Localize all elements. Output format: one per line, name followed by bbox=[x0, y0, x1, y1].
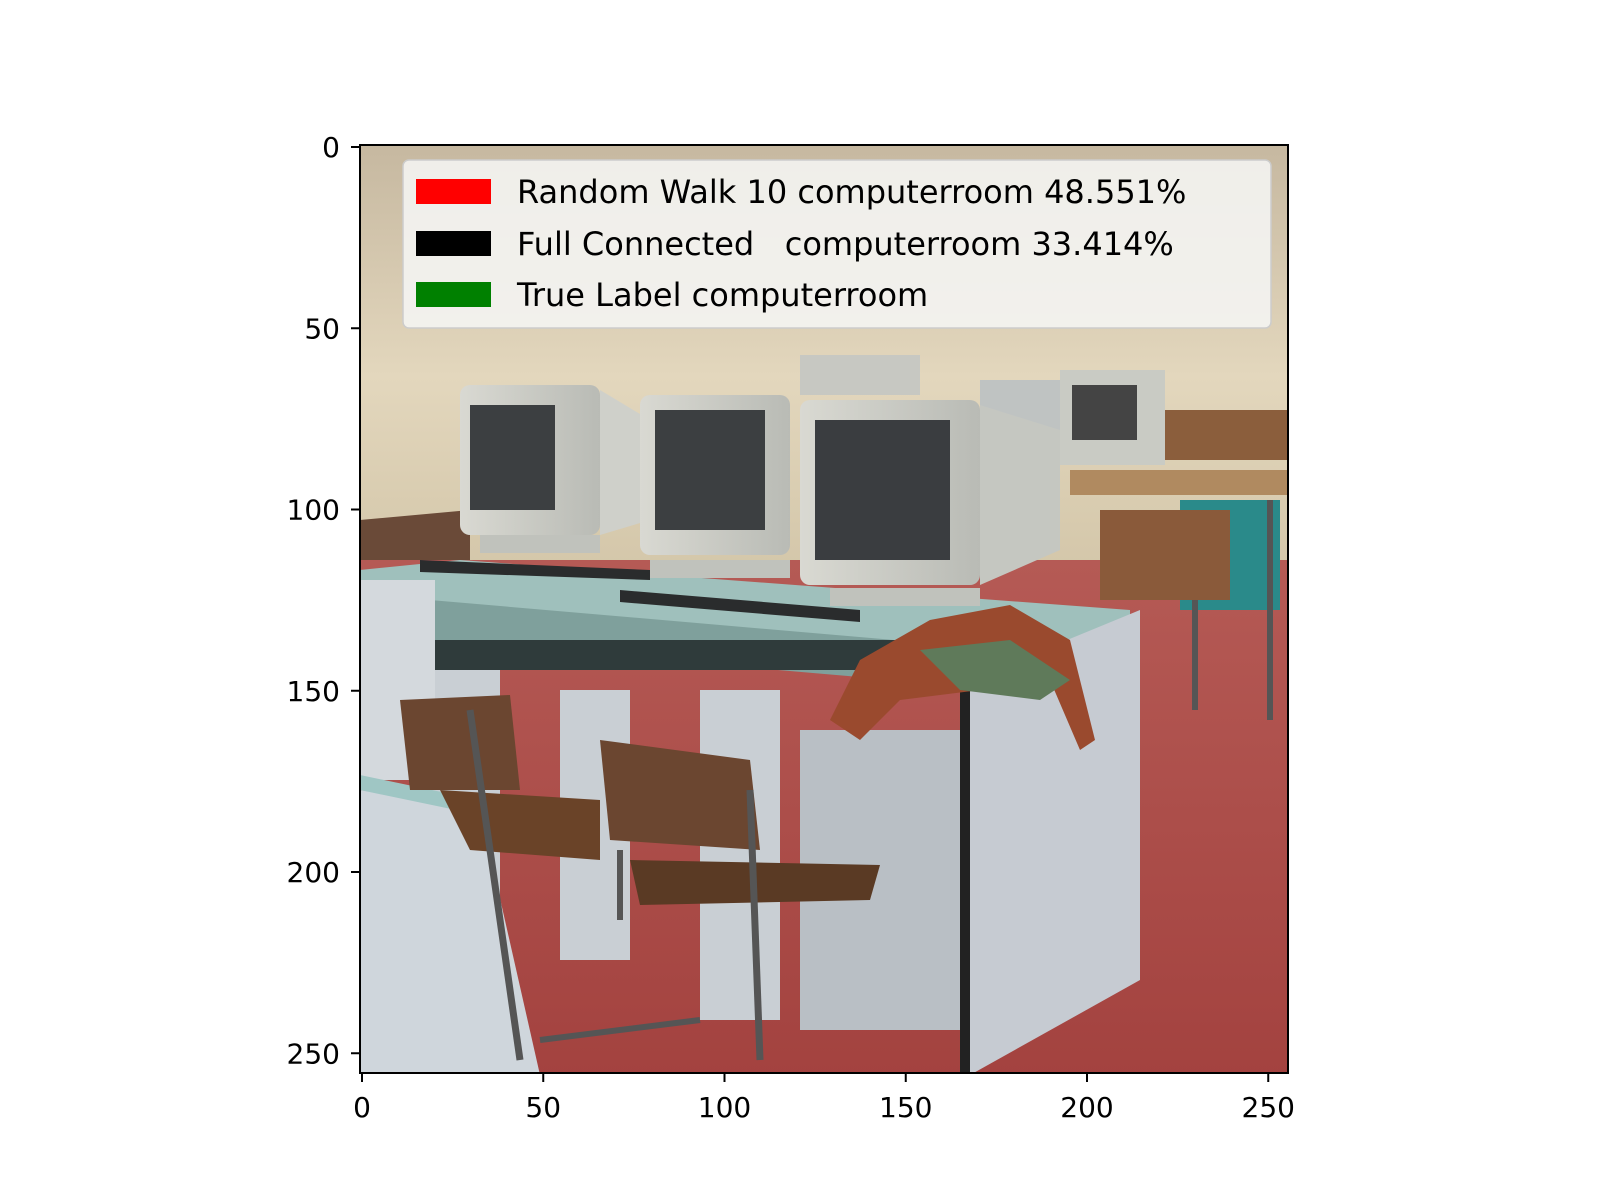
y-tick-label: 200 bbox=[287, 856, 340, 889]
legend-swatch-full-connected bbox=[416, 231, 491, 256]
y-tick-label: 100 bbox=[287, 494, 340, 527]
legend-label-full-connected: Full Connected computerroom 33.414% bbox=[517, 225, 1174, 263]
legend-label-random-walk: Random Walk 10 computerroom 48.551% bbox=[517, 173, 1186, 211]
y-tick-label: 150 bbox=[287, 675, 340, 708]
y-tick-label: 50 bbox=[304, 312, 340, 345]
x-tick-label: 100 bbox=[698, 1091, 751, 1124]
y-axis: 0 50 100 150 200 250 bbox=[287, 131, 360, 1070]
y-tick-label: 250 bbox=[287, 1037, 340, 1070]
legend: Random Walk 10 computerroom 48.551% Full… bbox=[402, 159, 1272, 329]
x-tick-label: 150 bbox=[879, 1091, 932, 1124]
legend-label-true-label: True Label computerroom bbox=[516, 276, 928, 314]
legend-box bbox=[402, 159, 1272, 329]
y-tick-label: 0 bbox=[322, 131, 340, 164]
plot-frame bbox=[359, 144, 1289, 1074]
x-tick-label: 250 bbox=[1242, 1091, 1295, 1124]
x-tick-label: 50 bbox=[525, 1091, 561, 1124]
x-tick-label: 200 bbox=[1060, 1091, 1113, 1124]
x-axis: 0 50 100 150 200 250 bbox=[353, 1073, 1295, 1124]
legend-swatch-true-label bbox=[416, 282, 491, 307]
x-tick-label: 0 bbox=[353, 1091, 371, 1124]
legend-swatch-random-walk bbox=[416, 179, 491, 204]
